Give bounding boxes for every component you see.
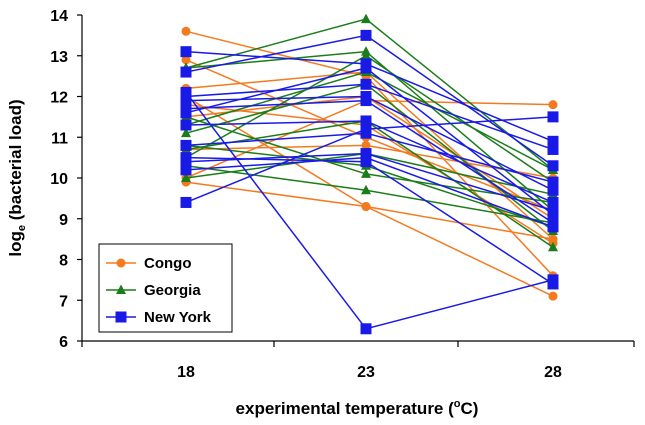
data-point [181, 26, 191, 36]
legend-marker [116, 258, 126, 268]
data-point [181, 172, 191, 182]
data-point [360, 95, 372, 107]
data-point [180, 119, 192, 131]
data-point [360, 127, 372, 139]
data-point [180, 103, 192, 115]
y-axis-title: loge (bacterial load) [6, 99, 28, 256]
data-point [360, 156, 372, 168]
data-point [361, 13, 371, 24]
data-point [547, 217, 559, 229]
data-point [548, 234, 558, 244]
series-group-new-york [180, 29, 559, 335]
data-point [360, 78, 372, 90]
data-point [547, 205, 559, 217]
legend-label: Congo [144, 255, 191, 272]
data-point [548, 100, 558, 110]
data-point [361, 168, 371, 178]
legend-item-new-york: New York [106, 309, 212, 326]
data-point [360, 29, 372, 41]
data-point [548, 291, 558, 301]
data-point [547, 176, 559, 188]
legend-label: New York [144, 309, 212, 326]
data-point [180, 66, 192, 78]
x-tick-label: 23 [357, 364, 375, 381]
x-tick-label: 28 [544, 364, 562, 381]
data-point [180, 139, 192, 151]
data-point [361, 50, 371, 60]
data-point [547, 160, 559, 172]
data-point [547, 278, 559, 290]
data-point [548, 241, 558, 252]
y-tick-label: 8 [59, 253, 68, 270]
data-point [180, 164, 192, 176]
y-tick-label: 11 [51, 130, 68, 147]
data-point [181, 55, 191, 65]
data-point [181, 127, 191, 138]
data-point [360, 323, 372, 335]
legend: Congo Georgia New York [98, 243, 233, 333]
y-ticks: 6 7 8 9 10 11 12 13 14 [50, 8, 82, 351]
data-point [180, 156, 192, 168]
y-tick-label: 13 [50, 49, 68, 66]
y-tick-label: 9 [59, 212, 68, 229]
y-tick-label: 10 [50, 171, 68, 188]
data-point [361, 184, 371, 195]
data-point [547, 143, 559, 155]
legend-marker [116, 284, 126, 294]
x-axis-title: experimental temperature (oC) [236, 398, 479, 418]
y-tick-label: 12 [50, 90, 68, 107]
data-point [360, 115, 372, 127]
data-point [360, 62, 372, 74]
plot-lines [180, 13, 559, 335]
data-point [547, 135, 559, 147]
y-tick-label: 7 [59, 293, 68, 310]
y-tick-label: 6 [59, 334, 68, 351]
data-point [547, 196, 559, 208]
legend-item-congo: Congo [106, 255, 191, 272]
data-point [180, 46, 192, 58]
legend-marker [115, 311, 127, 323]
data-point [547, 184, 559, 196]
x-tick-label: 18 [177, 364, 195, 381]
data-point [360, 148, 372, 160]
data-point [180, 91, 192, 102]
legend-item-georgia: Georgia [106, 282, 201, 299]
legend-label: Georgia [144, 282, 201, 299]
data-point [361, 140, 371, 150]
data-point [361, 202, 371, 212]
y-tick-label: 14 [50, 8, 68, 25]
x-ticks: 18 23 28 [81, 341, 635, 381]
data-point [180, 196, 192, 208]
data-point [547, 111, 559, 123]
